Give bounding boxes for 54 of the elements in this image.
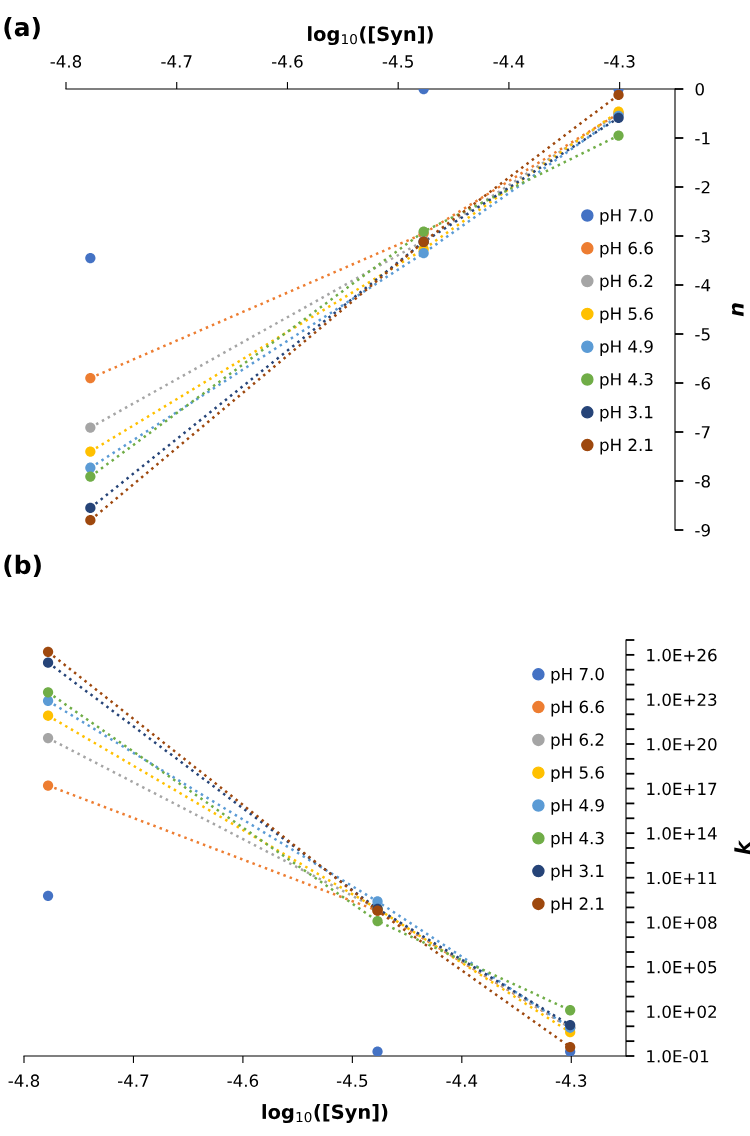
y-tick-label: 1.0E-01 — [647, 1049, 709, 1063]
x-tick-label: -4.7 — [118, 1074, 149, 1087]
x-tick-label: -4.5 — [336, 1074, 368, 1087]
y-tick-label: 1.0E+14 — [647, 827, 717, 840]
y-tick-label: 0 — [695, 82, 704, 96]
x-tick-label: -4.3 — [555, 1074, 587, 1087]
legend-label: pH 7.0 — [600, 208, 653, 225]
x-tick-label: -4.5 — [382, 55, 413, 68]
legend-label: pH 4.9 — [600, 340, 653, 357]
x-tick-label: -4.7 — [161, 55, 192, 68]
y-tick-label: -3 — [695, 229, 710, 243]
chart-title: (a) — [4, 17, 40, 40]
y-tick-label: 1.0E+08 — [647, 916, 717, 929]
x-axis-title: log$_{10}$([Syn]) — [308, 26, 433, 46]
y-tick-label: 1.0E+26 — [647, 648, 717, 662]
chart-title: (b) — [4, 554, 41, 578]
legend-label: pH 7.0 — [551, 667, 604, 684]
y-axis-title: k — [734, 840, 750, 855]
x-tick-label: -4.6 — [272, 55, 303, 68]
legend-label: pH 2.1 — [551, 897, 604, 914]
x-tick-label: -4.4 — [446, 1074, 478, 1087]
y-tick-label: -2 — [695, 180, 710, 194]
legend-label: pH 3.1 — [551, 864, 604, 881]
legend-label: pH 2.1 — [600, 438, 653, 455]
y-tick-label: 1.0E+20 — [647, 737, 717, 751]
legend-label: pH 6.2 — [551, 733, 604, 750]
y-tick-label: -1 — [695, 132, 710, 145]
legend-label: pH 6.6 — [600, 241, 653, 258]
y-tick-label: 1.0E+02 — [647, 1005, 716, 1018]
y-tick-label: 1.0E+17 — [647, 782, 717, 796]
legend-label: pH 4.3 — [600, 372, 653, 389]
y-tick-label: -9 — [695, 523, 710, 537]
x-axis-title: log$_{10}$([Syn]) — [262, 1104, 388, 1124]
y-tick-label: 1.0E+23 — [647, 693, 717, 706]
y-tick-label: 1.0E+11 — [647, 871, 717, 885]
x-tick-label: -4.3 — [604, 55, 635, 68]
legend-label: pH 3.1 — [600, 405, 653, 422]
y-tick-label: -6 — [695, 376, 711, 390]
legend-label: pH 4.9 — [551, 798, 604, 815]
legend-label: pH 4.3 — [551, 831, 604, 848]
x-tick-label: -4.8 — [50, 55, 82, 68]
y-tick-label: -8 — [695, 474, 710, 488]
y-tick-label: -4 — [695, 279, 711, 292]
y-tick-label: -7 — [695, 426, 710, 439]
x-tick-label: -4.8 — [8, 1074, 40, 1087]
legend-label: pH 6.2 — [600, 274, 653, 291]
legend-label: pH 5.6 — [600, 307, 653, 324]
legend-label: pH 6.6 — [551, 700, 604, 717]
y-axis-title: n — [731, 303, 744, 317]
x-tick-label: -4.4 — [493, 55, 525, 68]
y-tick-label: -5 — [695, 328, 710, 341]
x-tick-label: -4.6 — [227, 1074, 259, 1087]
legend-label: pH 5.6 — [551, 766, 604, 782]
y-tick-label: 1.0E+05 — [647, 960, 717, 974]
